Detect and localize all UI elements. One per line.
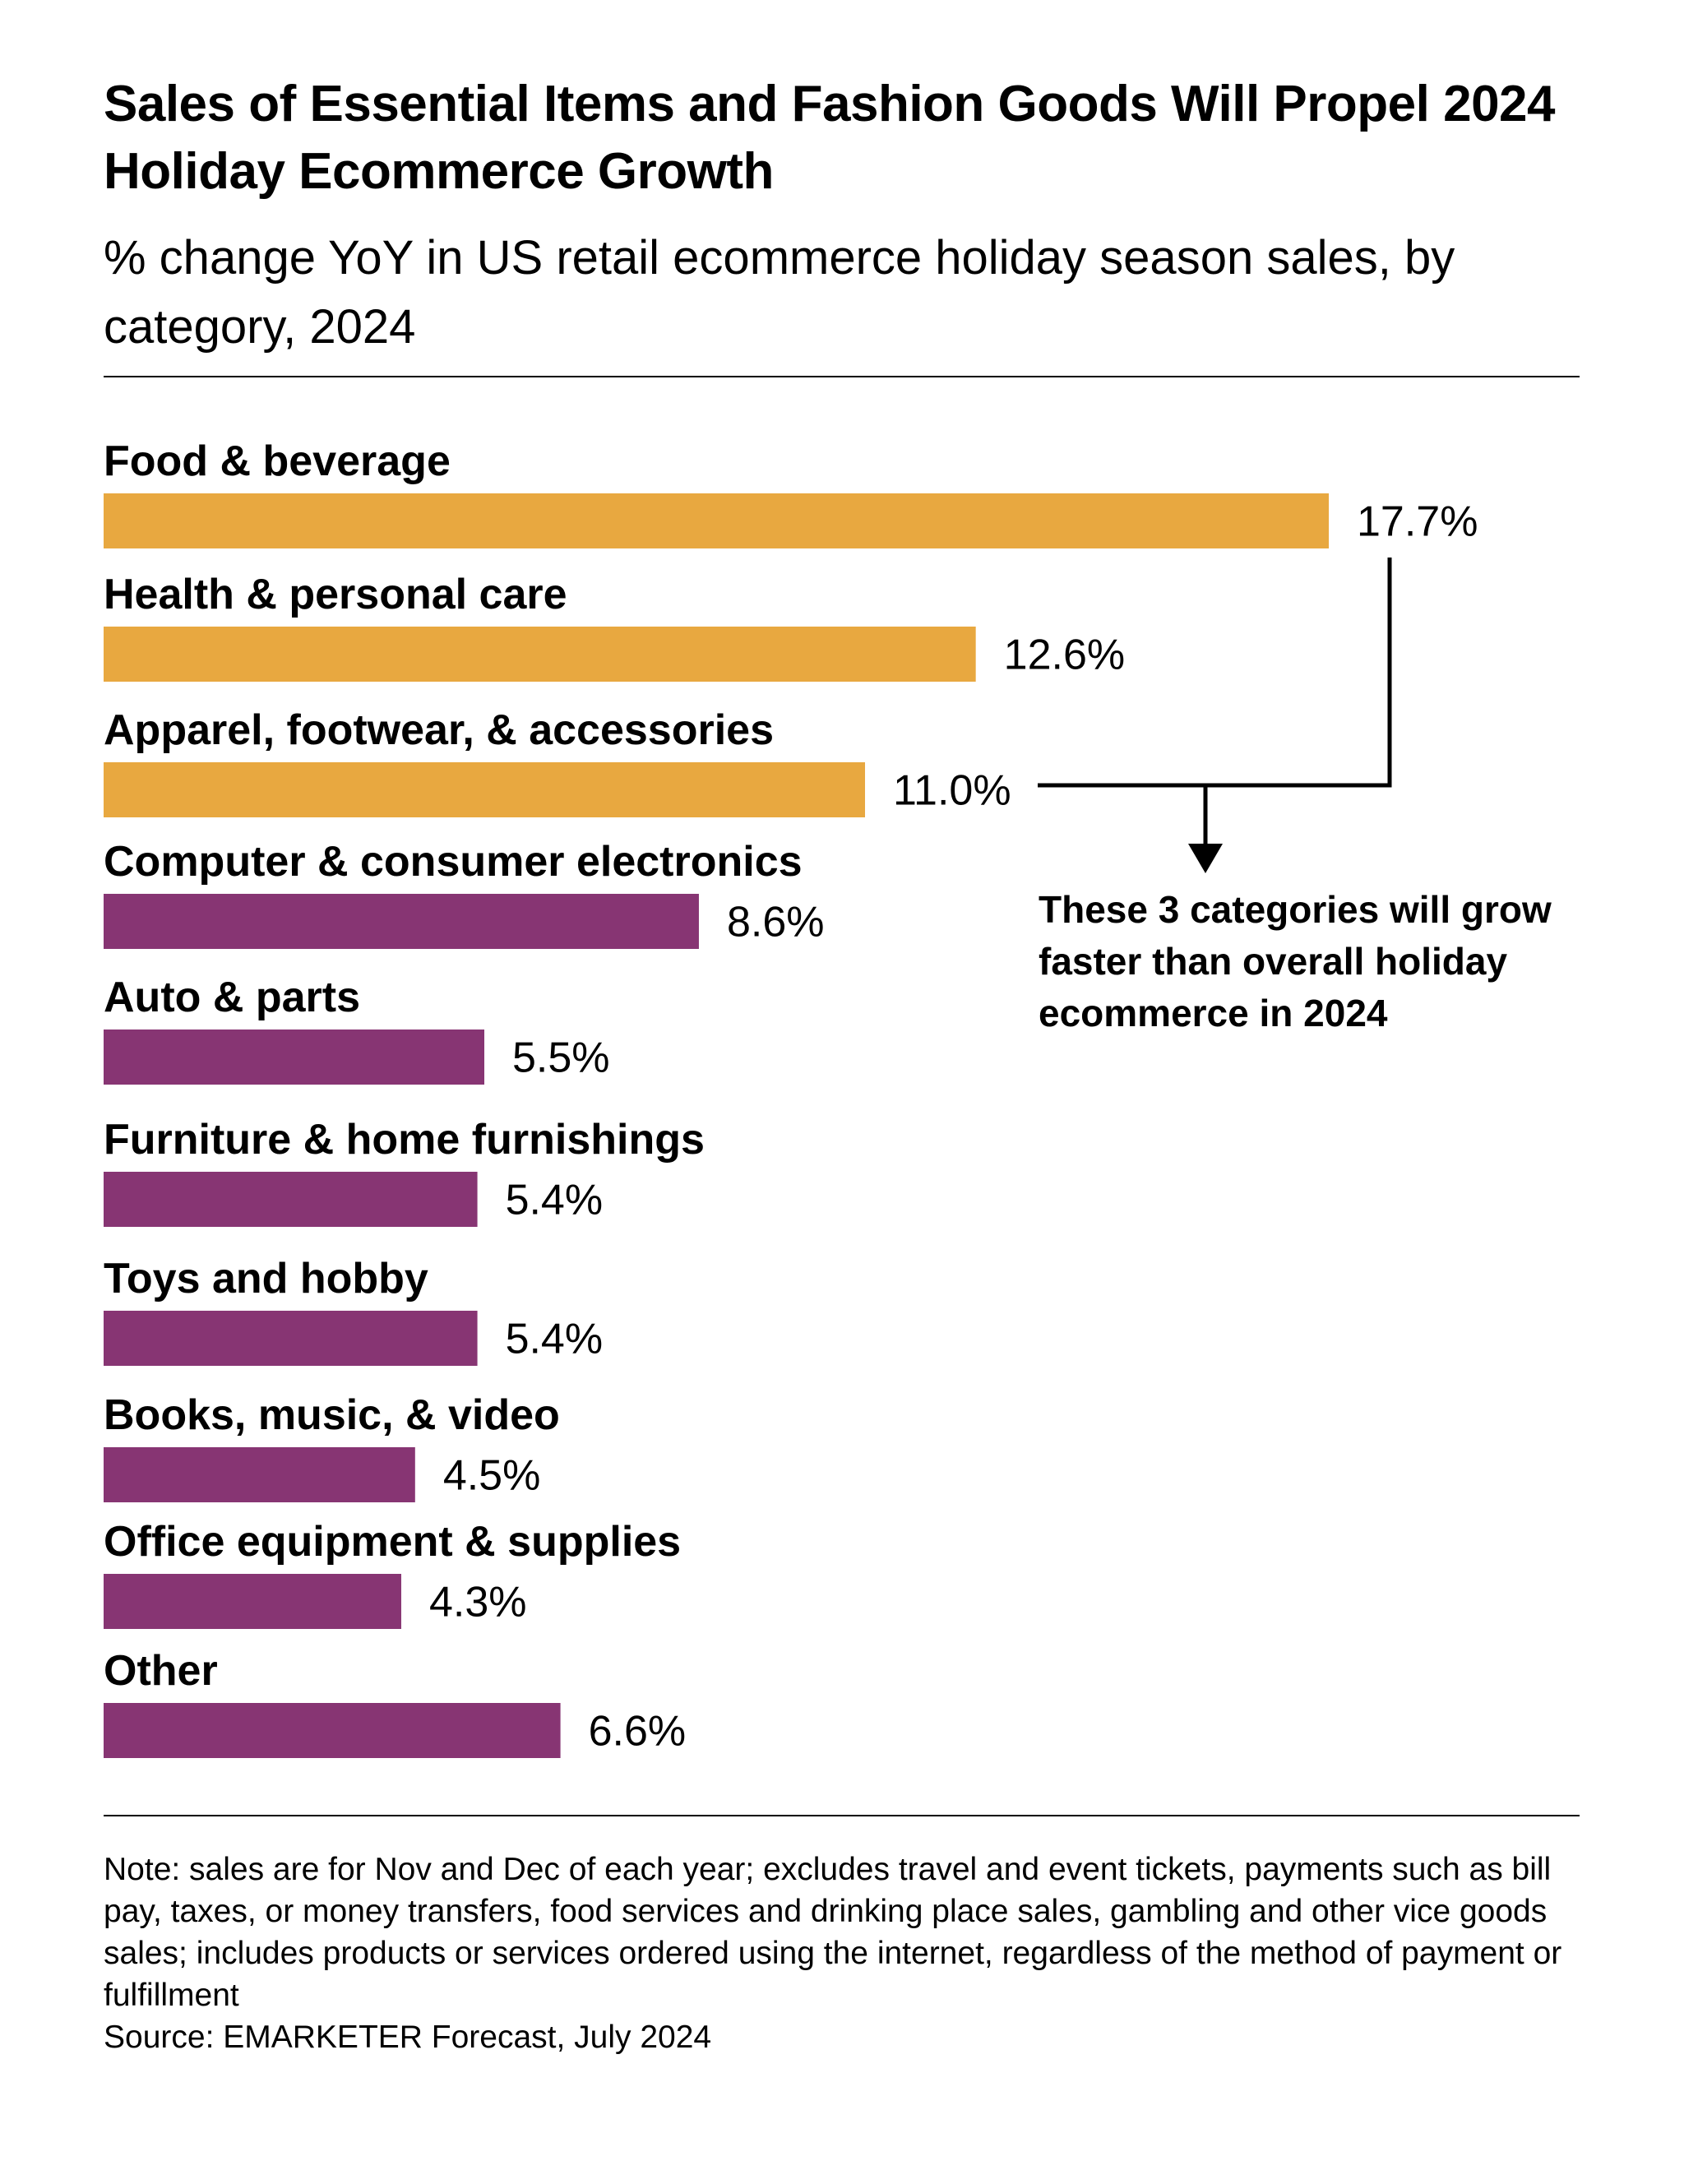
value-label: 6.6% [589,1708,687,1756]
category-label: Furniture & home furnishings [104,1116,705,1164]
value-label: 11.0% [893,767,1011,815]
bar [104,1447,415,1502]
source-text: Source: EMARKETER Forecast, July 2024 [104,2020,712,2055]
annotation-arrowhead [1188,844,1223,873]
chart-title: Sales of Essential Items and Fashion Goo… [104,76,1556,200]
category-label: Apparel, footwear, & accessories [104,706,774,754]
bar [104,1703,561,1758]
bottom-divider [104,1815,1580,1816]
category-label: Auto & parts [104,974,360,1021]
value-label: 5.4% [506,1177,604,1224]
top-divider [104,376,1580,377]
value-label: 4.3% [429,1579,527,1626]
bar-chart: Food & beverage 17.7% Health & personal ca… [104,437,1478,1758]
category-label: Computer & consumer electronics [104,838,803,886]
bar [104,894,699,949]
footnote: Note: sales are for Nov and Dec of each … [104,1849,1584,2058]
value-label: 12.6% [1004,632,1125,679]
category-label: Other [104,1647,218,1695]
bar [104,627,976,682]
note-text: Note: sales are for Nov and Dec of each … [104,1852,1562,2013]
bar [104,493,1329,548]
bar [104,1172,478,1227]
category-label: Books, music, & video [104,1391,560,1439]
bar [104,1574,401,1629]
category-label: Office equipment & supplies [104,1518,681,1566]
category-label: Health & personal care [104,571,567,618]
category-label: Toys and hobby [104,1255,428,1303]
chart-subtitle: % change YoY in US retail ecommerce holi… [104,231,1455,354]
category-label: Food & beverage [104,437,451,485]
bar [104,1311,478,1366]
value-label: 5.4% [506,1316,604,1363]
value-label: 4.5% [443,1452,541,1500]
bar [104,762,865,817]
value-label: 8.6% [727,899,825,946]
annotation-bracket [1038,558,1392,788]
annotation-text: These 3 categories will grow faster than… [1039,888,1552,1034]
bar [104,1030,484,1085]
value-label: 5.5% [512,1034,610,1082]
value-label: 17.7% [1357,498,1478,546]
